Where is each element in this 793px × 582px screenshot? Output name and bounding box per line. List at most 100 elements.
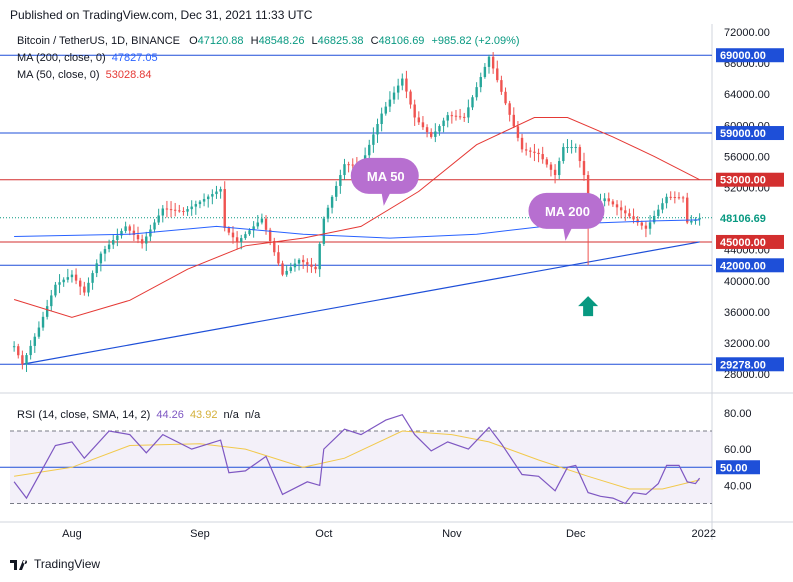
candle-body bbox=[322, 218, 326, 244]
ma200-legend[interactable]: MA (200, close, 0) 47827.05 bbox=[17, 52, 158, 64]
candle-body bbox=[33, 336, 36, 346]
candle-body bbox=[644, 225, 648, 229]
candle-body bbox=[562, 147, 565, 162]
candle-body bbox=[458, 116, 462, 118]
level-label: 29278.00 bbox=[720, 359, 766, 371]
callout-label: MA 200 bbox=[545, 204, 590, 219]
ma50-label: MA (50, close, 0) bbox=[17, 69, 100, 81]
candle-body bbox=[372, 134, 375, 145]
current-price-label-bg bbox=[716, 210, 784, 225]
candle-body bbox=[256, 222, 259, 227]
tradingview-logo[interactable]: TradingView bbox=[10, 557, 100, 571]
level-label-bg bbox=[716, 172, 784, 187]
time-tick-label: Nov bbox=[442, 528, 462, 540]
candle-body bbox=[413, 104, 416, 118]
candle-body bbox=[491, 56, 495, 69]
candle-body bbox=[401, 78, 404, 86]
candle-body bbox=[541, 154, 544, 160]
candle-body bbox=[70, 274, 74, 278]
candle-body bbox=[326, 207, 330, 219]
candle-body bbox=[425, 127, 429, 133]
candle-body bbox=[103, 249, 107, 254]
up-arrow-icon bbox=[578, 296, 599, 317]
price-tick-label: 36000.00 bbox=[724, 307, 770, 319]
candle-body bbox=[409, 91, 412, 105]
symbol-name[interactable]: Bitcoin / TetherUS, 1D, BINANCE bbox=[17, 35, 181, 47]
candle-body bbox=[112, 240, 115, 245]
candle-body bbox=[570, 147, 573, 149]
rsi-tick-label: 80.00 bbox=[724, 408, 752, 420]
candle-body bbox=[50, 295, 53, 307]
candle-body bbox=[215, 191, 218, 195]
time-tick-label: Sep bbox=[190, 528, 210, 540]
level-label: 69000.00 bbox=[720, 50, 766, 62]
candle-body bbox=[661, 203, 664, 210]
candle-body bbox=[62, 279, 65, 283]
candle-body bbox=[545, 159, 549, 165]
candle-body bbox=[438, 126, 441, 132]
candle-body bbox=[285, 270, 288, 275]
rsi-tick-label: 40.00 bbox=[724, 480, 752, 492]
candle-body bbox=[376, 124, 379, 135]
candle-body bbox=[504, 91, 507, 104]
ascending-trendline bbox=[22, 241, 700, 365]
candle-body bbox=[252, 226, 255, 231]
candle-body bbox=[330, 196, 334, 208]
candle-body bbox=[652, 215, 656, 223]
candle-body bbox=[136, 234, 140, 240]
candle-body bbox=[190, 206, 193, 210]
candle-body bbox=[681, 197, 685, 199]
close-label: C bbox=[370, 35, 379, 47]
candle-body bbox=[169, 209, 173, 211]
candle-body bbox=[471, 97, 474, 108]
candle-body bbox=[446, 115, 449, 121]
current-price-label: 48106.69 bbox=[720, 213, 766, 225]
ma50-legend[interactable]: MA (50, close, 0) 53028.84 bbox=[17, 69, 152, 81]
candle-body bbox=[619, 207, 623, 211]
candle-body bbox=[636, 219, 639, 223]
candle-body bbox=[281, 263, 284, 275]
candle-body bbox=[529, 150, 532, 152]
published-note: Published on TradingView.com, Dec 31, 20… bbox=[10, 8, 313, 22]
candle-body bbox=[351, 164, 354, 166]
candle-body bbox=[405, 78, 408, 92]
candle-body bbox=[17, 346, 20, 356]
level-label: 42000.00 bbox=[720, 260, 766, 272]
rsi-na-1: n/a bbox=[223, 409, 239, 421]
candle-body bbox=[66, 277, 70, 280]
candle-body bbox=[430, 132, 433, 137]
rsi-legend[interactable]: RSI (14, close, SMA, 14, 2) 44.26 43.92 … bbox=[17, 409, 260, 421]
candle-body bbox=[347, 164, 350, 166]
rsi-value: 44.26 bbox=[156, 409, 184, 421]
candle-body bbox=[343, 164, 346, 176]
candle-body bbox=[157, 215, 160, 223]
candle-body bbox=[467, 107, 470, 118]
candle-body bbox=[297, 259, 301, 264]
candle-body bbox=[632, 216, 635, 220]
rsi-na-2: n/a bbox=[244, 409, 261, 421]
time-tick-label: 2022 bbox=[691, 528, 715, 540]
candle-body bbox=[640, 222, 643, 226]
candle-body bbox=[132, 230, 136, 235]
candle-body bbox=[107, 244, 111, 250]
level-label-bg bbox=[716, 357, 784, 372]
candle-body bbox=[240, 238, 243, 242]
candle-body bbox=[673, 197, 677, 199]
level-label: 53000.00 bbox=[720, 175, 766, 187]
ma200-label: MA (200, close, 0) bbox=[17, 52, 106, 64]
candle-body bbox=[25, 355, 28, 365]
candle-body bbox=[194, 204, 198, 207]
candle-body bbox=[698, 217, 701, 220]
candle-body bbox=[310, 264, 313, 267]
candle-body bbox=[483, 66, 487, 78]
candle-body bbox=[434, 131, 437, 137]
candle-body bbox=[454, 115, 458, 117]
candle-body bbox=[520, 137, 524, 150]
candle-body bbox=[558, 161, 561, 176]
rsi-mid-label: 50.00 bbox=[720, 462, 748, 474]
candle-body bbox=[628, 213, 631, 217]
tradingview-mark-icon bbox=[10, 558, 30, 570]
candle-body bbox=[512, 114, 515, 127]
candle-body bbox=[669, 196, 672, 198]
tradingview-brand: TradingView bbox=[34, 557, 101, 571]
